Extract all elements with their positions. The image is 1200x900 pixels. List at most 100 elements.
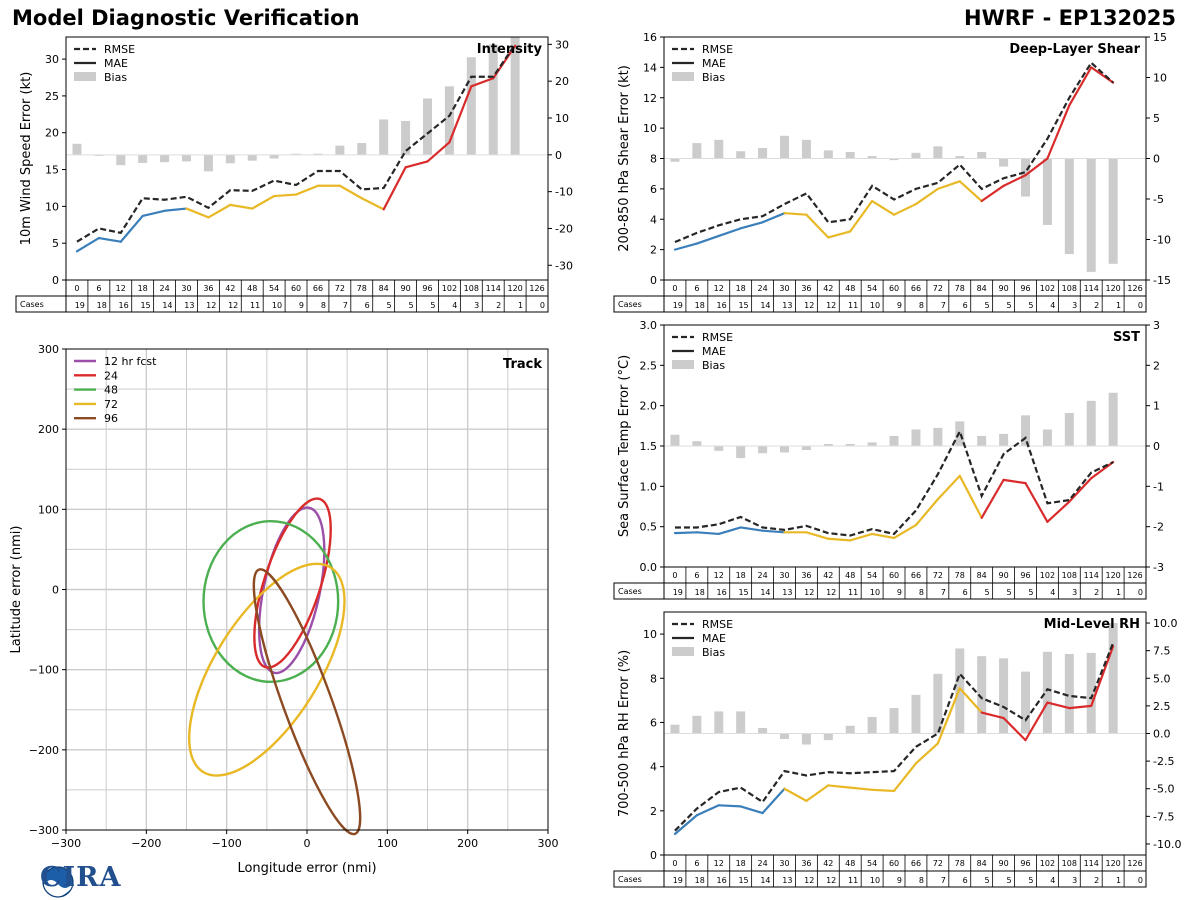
- sst-ytick-label: 0.5: [640, 521, 658, 534]
- rh-hour-cell: 42: [823, 859, 833, 868]
- intensity-cases-cell: 0: [540, 301, 545, 310]
- sst-hour-cell: 36: [801, 571, 811, 580]
- rh-bias-bar: [1108, 623, 1118, 734]
- rh-bias-bar: [780, 733, 789, 740]
- rh-bias-bar: [1064, 653, 1074, 734]
- sst-mae-segment: [1046, 500, 1071, 523]
- shear-mae-segment: [739, 221, 764, 230]
- rh-bias-bar: [1086, 652, 1096, 734]
- intensity-y2tick-label: 10: [555, 112, 569, 125]
- intensity-hour-cell: 114: [486, 284, 501, 293]
- shear-cases-cell: 3: [1072, 301, 1077, 310]
- sst-cases-row: [613, 582, 1147, 600]
- intensity-hour-cell: 48: [247, 284, 257, 293]
- rh-bias-bar: [1042, 651, 1052, 734]
- shear-mae-segment: [958, 180, 983, 203]
- intensity-bias-bar: [116, 154, 126, 166]
- sst-hour-cell: 0: [672, 571, 677, 580]
- shear-hour-cell: 84: [977, 284, 987, 293]
- sst-bias-bar: [889, 435, 899, 446]
- intensity-bias-bar: [203, 154, 213, 172]
- intensity-bias-bar: [357, 143, 367, 155]
- track-ytick-label: 0: [52, 584, 59, 597]
- shear-legend-bias: Bias: [702, 71, 725, 84]
- sst-y2tick-label: 3: [1153, 319, 1160, 332]
- rh-cases-cell: 5: [1028, 876, 1033, 885]
- rh-legend-bias-swatch: [672, 647, 694, 656]
- intensity-hour-cell: 90: [400, 284, 410, 293]
- sst-cases-cell: 12: [826, 588, 836, 597]
- sst-bias-bar: [1042, 429, 1052, 446]
- intensity-cases-cell: 8: [321, 301, 326, 310]
- intensity-mae-segment: [382, 166, 407, 211]
- sst-ylabel: Sea Surface Temp Error (°C): [617, 355, 632, 537]
- sst-hour-cell: 78: [955, 571, 965, 580]
- shear-bias-bar: [955, 156, 965, 159]
- rh-hour-cell: 24: [757, 859, 767, 868]
- shear-cases-cell: 5: [985, 301, 990, 310]
- intensity-hour-cell: 108: [464, 284, 479, 293]
- rh-cases-cell: 10: [870, 876, 880, 885]
- rh-cases-cell: 19: [673, 876, 683, 885]
- rh-cases-cell: 0: [1138, 876, 1143, 885]
- intensity-y2tick-label: 0: [555, 149, 562, 162]
- rh-bias-bar: [911, 694, 921, 734]
- intensity-y2tick-label: -30: [555, 259, 573, 272]
- intensity-cases-cell: 7: [343, 301, 348, 310]
- shear-mae-segment: [717, 227, 742, 238]
- rh-mae-segment: [783, 787, 808, 802]
- shear-cases-cell: 4: [1050, 301, 1055, 310]
- shear-title: Deep-Layer Shear: [1009, 42, 1140, 57]
- sst-bias-bar: [867, 442, 877, 446]
- sst-mae-segment: [739, 526, 764, 532]
- intensity-mae-segment: [163, 207, 188, 212]
- intensity-bias-bar: [510, 37, 520, 155]
- shear-rmse-line: [674, 61, 1114, 244]
- shear-hour-cell: 90: [998, 284, 1008, 293]
- intensity-mae-segment: [75, 236, 100, 253]
- sst-hour-cell: 96: [1020, 571, 1030, 580]
- shear-cases-cell: 2: [1094, 301, 1099, 310]
- intensity-cases-cell: 3: [474, 301, 479, 310]
- noaa-logo-icon: [42, 866, 74, 898]
- shear-mae-segment: [1090, 66, 1115, 84]
- sst-bias-bar: [1064, 412, 1074, 446]
- shear-ytick-label: 6: [650, 183, 657, 196]
- shear-bias-bar: [823, 150, 833, 159]
- track-ytick-label: −200: [29, 744, 59, 757]
- sst-rmse-line: [674, 428, 1114, 537]
- shear-bias-bar: [911, 152, 921, 159]
- rh-y2tick-label: -2.5: [1153, 755, 1174, 768]
- sst-cases-cell: 16: [717, 588, 727, 597]
- shear-ytick-label: 14: [643, 61, 657, 74]
- sst-bias-bar: [692, 441, 702, 446]
- rh-bias-bar: [736, 711, 746, 734]
- shear-cases-label: Cases: [618, 300, 642, 309]
- shear-bias-bar: [977, 152, 987, 159]
- sst-y2tick-label: -3: [1153, 561, 1164, 574]
- track-ellipse-48: [202, 519, 340, 684]
- intensity-cases-cell: 15: [140, 301, 150, 310]
- sst-y2tick-label: -1: [1153, 480, 1164, 493]
- track-ellipse-24: [253, 497, 332, 669]
- rh-cases-cell: 7: [941, 876, 946, 885]
- sst-hour-cell: 18: [736, 571, 746, 580]
- shear-hour-cell: 6: [694, 284, 699, 293]
- shear-hour-cell: 36: [801, 284, 811, 293]
- intensity-ytick-label: 0: [52, 274, 59, 287]
- shear-mae-segment: [673, 242, 698, 251]
- intensity-hour-cell: 96: [422, 284, 432, 293]
- shear-y2tick-label: 0: [1153, 153, 1160, 166]
- intensity-y2tick-label: -10: [555, 186, 573, 199]
- shear-hour-cell: 48: [845, 284, 855, 293]
- intensity-cases-cell: 12: [206, 301, 216, 310]
- shear-y2tick-label: 5: [1153, 112, 1160, 125]
- intensity-bias-bar: [138, 154, 148, 163]
- shear-cases-cell: 0: [1138, 301, 1143, 310]
- shear-bias-bar: [736, 151, 746, 159]
- sst-hour-cell: 60: [889, 571, 899, 580]
- sst-cases-cell: 4: [1050, 588, 1055, 597]
- sst-cases-cell: 15: [738, 588, 748, 597]
- track-xtick-label: 200: [457, 837, 478, 850]
- rh-y2tick-label: 2.5: [1153, 700, 1171, 713]
